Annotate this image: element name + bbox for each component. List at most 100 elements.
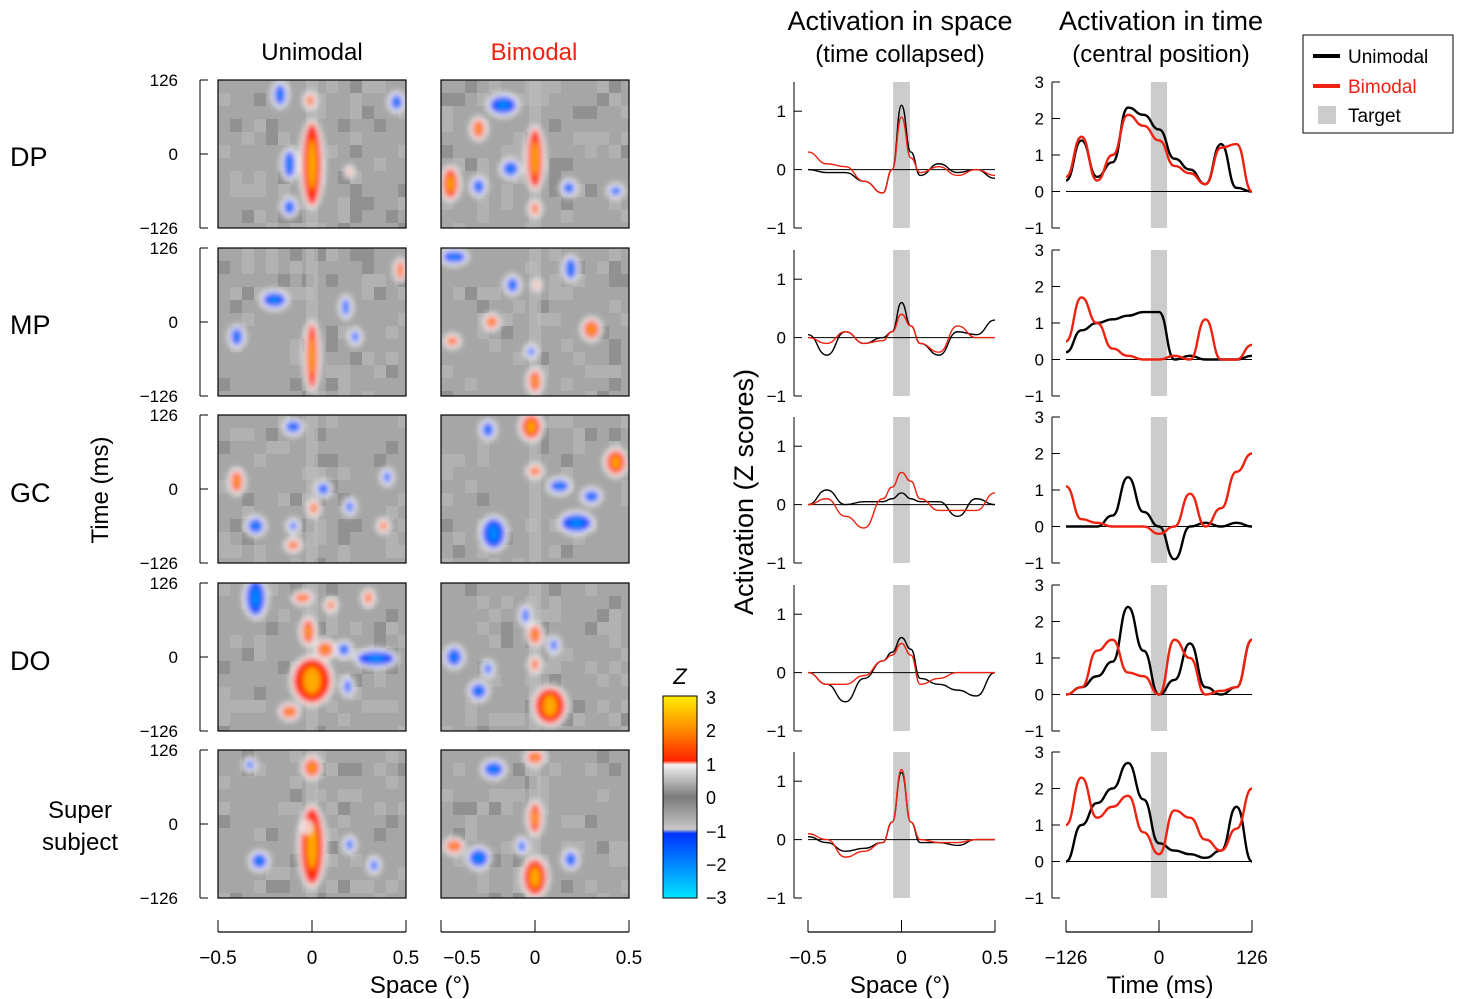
space-ytick: 0 (777, 329, 786, 348)
target-band (893, 417, 910, 563)
time-ytick: −1 (1025, 387, 1044, 406)
time-ytick: −1 (1025, 889, 1044, 908)
map-xtick: 0.5 (616, 948, 642, 969)
space-xtick: 0 (896, 948, 907, 969)
map-xlabel: Space (°) (370, 972, 470, 999)
legend: Unimodal Bimodal Target (1302, 34, 1454, 134)
time-series-unimodal (1066, 476, 1253, 561)
space-ytick: −1 (767, 722, 786, 741)
space-panel: 1 0 −1 (767, 250, 996, 406)
map-ytick: 0 (169, 480, 178, 499)
time-title: Activation in time (1059, 6, 1263, 36)
time-ytick: 0 (1035, 518, 1044, 537)
space-ytick: 0 (777, 161, 786, 180)
time-series-bimodal (1064, 776, 1253, 856)
space-ytick: −1 (767, 387, 786, 406)
map-xtick: −0.5 (199, 948, 237, 969)
time-panel: 3 2 1 0 −1 (1025, 73, 1254, 238)
space-ytick: 1 (777, 437, 786, 456)
map-xtick: −0.5 (443, 948, 481, 969)
space-ytick: −1 (767, 219, 786, 238)
space-series-bimodal (807, 642, 995, 685)
time-ytick: 1 (1035, 314, 1044, 333)
space-title: Activation in space (787, 6, 1012, 36)
time-ytick: 1 (1035, 649, 1044, 668)
space-ytick: 0 (777, 496, 786, 515)
row-label-subject: subject (42, 829, 118, 856)
time-ytick: 1 (1035, 146, 1044, 165)
map-ytick: −126 (140, 387, 178, 406)
time-ytick: 2 (1035, 110, 1044, 129)
time-ytick: 3 (1035, 241, 1044, 260)
time-ytick: 2 (1035, 780, 1044, 799)
time-ytick: −1 (1025, 722, 1044, 741)
legend-bimodal: Bimodal (1348, 77, 1417, 98)
target-band (893, 752, 910, 898)
time-ytick: 2 (1035, 278, 1044, 297)
row-label-mp: MP (10, 310, 51, 340)
time-xtick: 0 (1154, 948, 1165, 969)
colorbar-label: Z (672, 664, 688, 689)
time-ytick: 0 (1035, 351, 1044, 370)
space-ytick: 1 (777, 102, 786, 121)
space-panel: 1 0 −1 (767, 585, 996, 741)
time-series-unimodal (1065, 106, 1253, 193)
space-series-unimodal (807, 636, 996, 703)
colorbar-tick: −1 (706, 822, 727, 842)
colorbar-gradient (662, 695, 698, 899)
time-series-bimodal (1065, 296, 1253, 361)
time-ytick: −1 (1025, 219, 1044, 238)
space-series-unimodal (807, 104, 996, 194)
map-xaxis-unimodal: −0.5 0 0.5 (199, 920, 419, 969)
time-xtick: −126 (1045, 948, 1088, 969)
row-label-dp: DP (10, 142, 48, 172)
target-band (1150, 82, 1168, 228)
heatmap-bimodal (440, 414, 630, 564)
target-band (893, 585, 910, 731)
space-xtick: −0.5 (789, 948, 827, 969)
target-band (1150, 417, 1168, 563)
space-ytick: 0 (777, 664, 786, 683)
space-series-bimodal (807, 768, 995, 858)
time-xlabel: Time (ms) (1106, 972, 1213, 999)
time-series-bimodal (1065, 452, 1253, 536)
colorbar-tick: 0 (706, 788, 716, 808)
space-xaxis: −0.5 0 0.5 (789, 920, 1008, 969)
space-ytick: 0 (777, 831, 786, 850)
space-ytick: −1 (767, 554, 786, 573)
time-xaxis: −126 0 126 (1045, 920, 1268, 969)
time-ytick: 1 (1035, 481, 1044, 500)
map-xtick: 0 (530, 948, 541, 969)
map-ytick: 0 (169, 145, 178, 164)
space-series-bimodal (807, 313, 995, 353)
time-panel: 3 2 1 0 −1 (1025, 743, 1254, 908)
space-ytick: 1 (777, 772, 786, 791)
space-ytick: 1 (777, 270, 786, 289)
target-band (893, 250, 910, 396)
map-ytick: −126 (140, 554, 178, 573)
map-ytick: 126 (150, 71, 178, 90)
colorbar-tick: 1 (706, 755, 716, 775)
map-ytick: −126 (140, 219, 178, 238)
map-ytick: 126 (150, 406, 178, 425)
map-ytick: −126 (140, 722, 178, 741)
time-ytick: 3 (1035, 743, 1044, 762)
shared-ylabel: Activation (Z scores) (729, 369, 759, 615)
col-title-unimodal: Unimodal (261, 39, 362, 66)
space-subtitle: (time collapsed) (815, 41, 984, 68)
legend-unimodal: Unimodal (1348, 47, 1428, 68)
legend-target-swatch (1318, 106, 1336, 124)
time-panel: 3 2 1 0 −1 (1025, 408, 1253, 573)
time-ytick: 3 (1035, 576, 1044, 595)
time-series-bimodal (1065, 638, 1254, 696)
time-ytick: 2 (1035, 445, 1044, 464)
time-panel: 3 2 1 0 −1 (1025, 576, 1254, 741)
space-ytick: 1 (777, 605, 786, 624)
row-label-super: Super (48, 797, 112, 824)
colorbar-tick: −2 (706, 855, 727, 875)
space-series-unimodal (807, 489, 996, 517)
legend-target: Target (1348, 106, 1402, 127)
time-ytick: 2 (1035, 613, 1044, 632)
